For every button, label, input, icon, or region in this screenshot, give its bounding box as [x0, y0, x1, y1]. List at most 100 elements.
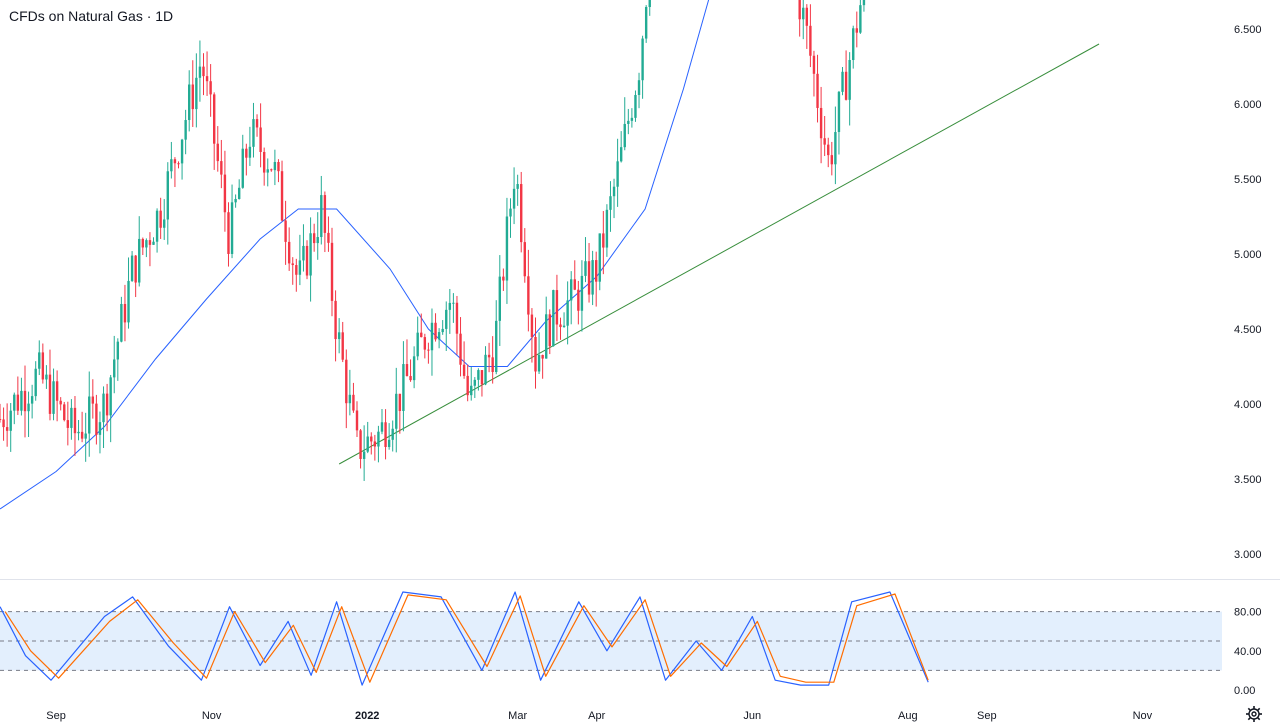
candle-body: [852, 28, 855, 61]
candle-body: [159, 210, 162, 228]
candle-body: [380, 422, 384, 432]
candle-body: [470, 385, 473, 396]
candle-body: [352, 394, 355, 411]
candle-body: [619, 147, 623, 162]
candle-body: [9, 410, 12, 431]
candle-body: [213, 94, 216, 144]
candle-body: [462, 364, 466, 376]
candle-body: [819, 107, 823, 139]
candle-body: [170, 159, 173, 172]
oscillator-y-tick-label: 40.00: [1234, 646, 1262, 658]
candle-body: [398, 393, 402, 411]
candle-body: [362, 451, 366, 459]
candle-body: [434, 322, 437, 340]
candle-body: [805, 7, 809, 26]
candle-body: [605, 209, 609, 248]
candle-body: [827, 144, 830, 156]
candle-body: [562, 325, 566, 328]
x-tick-label: Aug: [898, 710, 918, 722]
candle-body: [180, 139, 184, 164]
candle-body: [312, 233, 316, 244]
x-tick-label: 2022: [355, 710, 379, 722]
chart-title: CFDs on Natural Gas · 1D: [9, 8, 174, 24]
candle-body: [216, 143, 219, 162]
candle-body: [184, 120, 187, 140]
candle-body: [377, 431, 380, 447]
candle-body: [163, 219, 166, 228]
candle-body: [580, 275, 584, 311]
candle-body: [812, 55, 816, 74]
x-tick-label: Sep: [977, 710, 997, 722]
candle-body: [537, 354, 541, 372]
candle-body: [609, 196, 612, 210]
candle-body: [305, 245, 309, 276]
candle-body: [559, 324, 562, 328]
candle-body: [555, 290, 559, 325]
candle-body: [516, 184, 519, 189]
candle-body: [52, 381, 55, 414]
candle-body: [387, 439, 391, 447]
candle-body: [91, 396, 95, 404]
candle-body: [487, 354, 491, 358]
candle-body: [477, 370, 480, 380]
stochastic-line: [0, 591, 929, 686]
candle-body: [355, 410, 359, 431]
candle-body: [623, 123, 626, 148]
candle-body: [341, 332, 344, 360]
y-tick-label: 4.500: [1234, 324, 1262, 336]
x-tick-label: Sep: [46, 710, 66, 722]
candle-body: [227, 212, 230, 254]
y-tick-label: 3.000: [1234, 549, 1262, 561]
candle-body: [598, 233, 601, 282]
candle-body: [330, 242, 334, 301]
candle-body: [466, 375, 469, 396]
candle-body: [834, 132, 837, 165]
candle-body: [373, 441, 377, 447]
candle-body: [259, 127, 262, 152]
candle-body: [837, 91, 841, 133]
candle-body: [145, 240, 148, 248]
candle-body: [138, 238, 141, 283]
candle-body: [641, 38, 644, 81]
candle-body: [80, 431, 84, 439]
candle-body: [584, 261, 587, 276]
candle-body: [277, 162, 280, 172]
candle-body: [648, 0, 651, 8]
candle-body: [77, 431, 80, 434]
candle-body: [612, 186, 616, 197]
candle-body: [34, 368, 37, 397]
candle-body: [188, 84, 191, 121]
pane-divider[interactable]: [0, 579, 1280, 580]
candle-body: [237, 187, 241, 200]
candle-body: [20, 390, 23, 411]
candle-body: [334, 300, 337, 340]
settings-gear-icon[interactable]: [1246, 706, 1262, 722]
candle-body: [198, 66, 202, 78]
candle-body: [130, 255, 134, 281]
candle-body: [405, 364, 409, 377]
candle-body: [127, 280, 130, 323]
candle-body: [252, 119, 255, 147]
candle-body: [552, 290, 555, 347]
candle-body: [270, 169, 273, 171]
candle-body: [859, 5, 862, 33]
candle-body: [809, 25, 812, 56]
candle-body: [548, 314, 551, 347]
candle-body: [191, 84, 194, 110]
candle-body: [13, 394, 16, 411]
candle-body: [84, 433, 87, 439]
price-chart[interactable]: 3.000 3.500 4.000 4.500 5.000 5.500 6.000 6.500…: [0, 0, 1280, 580]
candle-body: [234, 199, 237, 203]
candle-body: [320, 195, 323, 238]
candle-body: [113, 359, 116, 378]
candle-body: [70, 407, 73, 428]
candle-body: [323, 195, 327, 233]
candle-body: [295, 265, 298, 275]
stochastic-oscillator-pane[interactable]: Sep Nov 2022 Mar Apr Jun Aug Sep Nov 0.00 40.00 80.…: [0, 580, 1280, 728]
candle-body: [5, 427, 9, 431]
x-tick-label: Nov: [202, 710, 222, 722]
candle-body: [205, 76, 209, 82]
candle-body: [862, 0, 866, 6]
candle-body: [348, 394, 352, 404]
candle-body: [223, 174, 227, 213]
